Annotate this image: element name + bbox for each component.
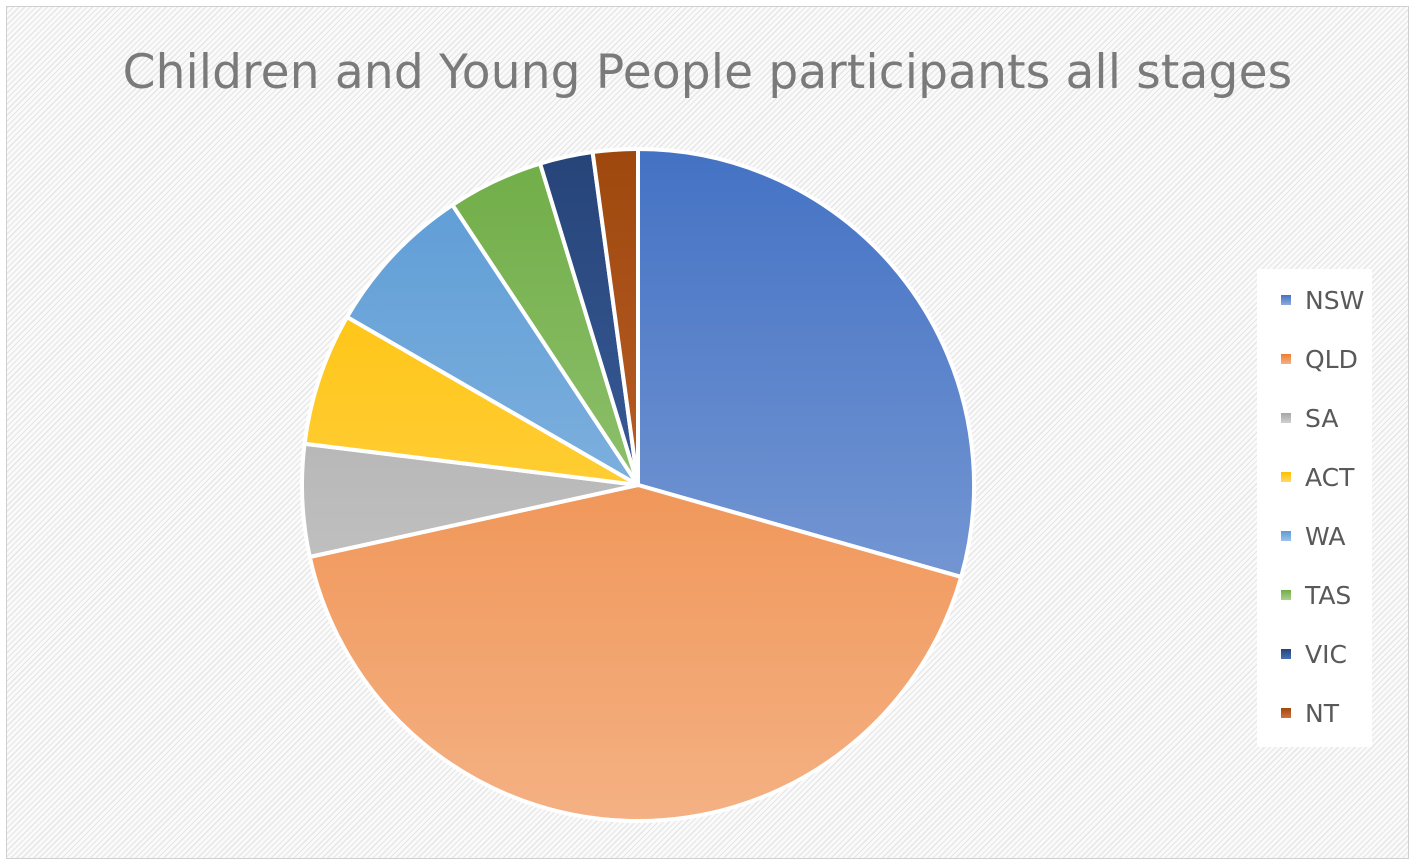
legend-label: SA: [1305, 403, 1339, 433]
chart-area: Children and Young People participants a…: [6, 6, 1409, 859]
legend-swatch: [1281, 708, 1291, 718]
legend-item-nsw: NSW: [1257, 285, 1364, 315]
legend-label: TAS: [1305, 580, 1352, 610]
pie-slice-act: [302, 315, 640, 487]
legend-item-tas: TAS: [1257, 580, 1351, 610]
legend-swatch: [1281, 531, 1291, 541]
chart-title: Children and Young People participants a…: [122, 45, 1293, 100]
legend-item-wa: WA: [1257, 521, 1345, 551]
legend-swatch: [1281, 413, 1291, 423]
legend-item-nt: NT: [1257, 698, 1339, 728]
legend-swatch: [1281, 354, 1291, 364]
legend-item-qld: QLD: [1257, 344, 1358, 374]
legend-item-sa: SA: [1257, 403, 1338, 433]
legend-label: NSW: [1305, 285, 1365, 315]
pie-slice-nt: [590, 147, 640, 487]
legend-item-act: ACT: [1257, 462, 1354, 492]
legend-swatch: [1281, 472, 1291, 482]
legend: NSW QLD SA ACT WA TAS VIC NT: [1257, 269, 1372, 747]
legend-label: QLD: [1305, 344, 1358, 374]
pie-chart: [300, 147, 976, 823]
legend-label: ACT: [1305, 462, 1355, 492]
legend-swatch: [1281, 649, 1291, 659]
pie-slice-qld: [307, 483, 964, 823]
legend-label: VIC: [1305, 639, 1347, 669]
legend-item-vic: VIC: [1257, 639, 1347, 669]
legend-swatch: [1281, 590, 1291, 600]
pie-slice-wa: [345, 202, 640, 487]
legend-label: WA: [1305, 521, 1346, 551]
legend-swatch: [1281, 295, 1291, 305]
legend-label: NT: [1305, 698, 1339, 728]
pie-slice-nsw: [636, 147, 976, 579]
